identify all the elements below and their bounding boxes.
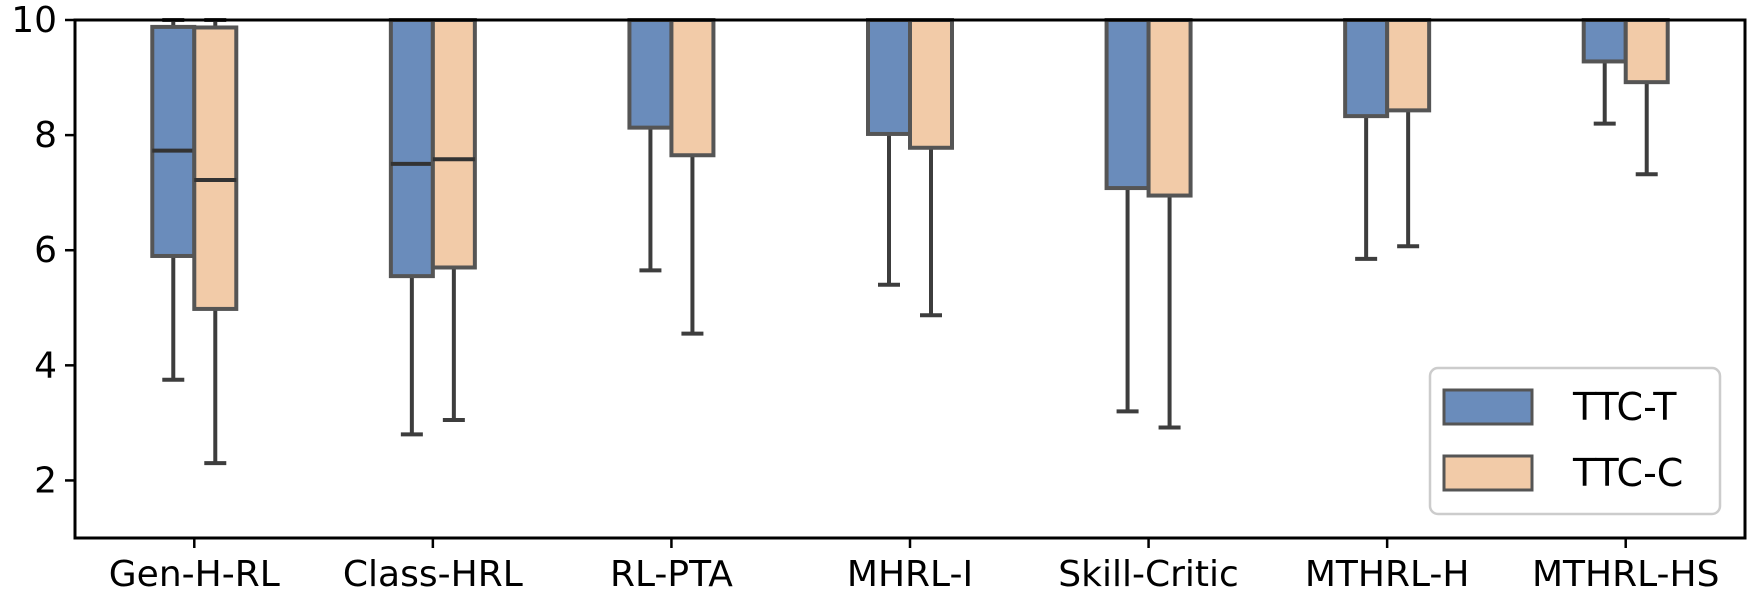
iqr-box — [1385, 18, 1432, 113]
iqr-box — [627, 18, 674, 130]
x-axis: Gen-H-RL Class-HRL RL-PTA MHRL-I Skill-Criti… — [109, 538, 1719, 595]
iqr-box — [1146, 18, 1193, 198]
x-tick-label: MTHRL-H — [1305, 554, 1470, 595]
box-ttc-t — [627, 18, 674, 273]
x-tick-label: Class-HRL — [343, 554, 523, 595]
iqr-box — [669, 18, 716, 158]
iqr-box — [388, 18, 435, 279]
y-axis: 2 4 6 8 10 — [11, 0, 75, 501]
legend-label-ttc-t: TTC-T — [1572, 385, 1677, 429]
box-ttc-c — [669, 18, 716, 336]
y-tick-label: 8 — [34, 115, 57, 156]
box-ttc-c — [1385, 18, 1432, 249]
box-ttc-c — [1146, 18, 1193, 430]
iqr-box — [430, 18, 477, 270]
box-ttc-t — [866, 18, 912, 287]
iqr-box — [1104, 18, 1151, 191]
y-tick-label: 10 — [11, 0, 57, 41]
box-ttc-t — [1104, 18, 1151, 414]
x-tick-label: MTHRL-HS — [1532, 554, 1719, 595]
iqr-box — [1623, 18, 1670, 85]
y-tick-label: 2 — [34, 460, 57, 501]
iqr-box — [1343, 18, 1390, 119]
legend-swatch-ttc-c — [1442, 454, 1534, 492]
box-series-layer — [150, 18, 1670, 466]
box-ttc-c — [192, 18, 239, 466]
box-ttc-c — [430, 18, 477, 423]
legend-label-ttc-c: TTC-C — [1572, 451, 1683, 495]
box-ttc-c — [1623, 18, 1670, 177]
x-tick-label: Gen-H-RL — [109, 554, 280, 595]
iqr-box — [1581, 18, 1628, 64]
legend-swatch-ttc-t — [1442, 388, 1534, 426]
x-tick-label: Skill-Critic — [1058, 554, 1239, 595]
iqr-box — [866, 18, 912, 136]
legend: TTC-T TTC-C — [1428, 366, 1722, 516]
iqr-box — [908, 18, 954, 150]
x-tick-label: MHRL-I — [847, 554, 973, 595]
iqr-box — [150, 24, 197, 258]
y-tick-label: 4 — [34, 345, 57, 386]
y-tick-label: 6 — [34, 230, 57, 271]
x-tick-label: RL-PTA — [610, 554, 733, 595]
box-ttc-t — [1343, 18, 1390, 261]
iqr-box — [192, 25, 239, 311]
box-ttc-t — [388, 18, 435, 437]
